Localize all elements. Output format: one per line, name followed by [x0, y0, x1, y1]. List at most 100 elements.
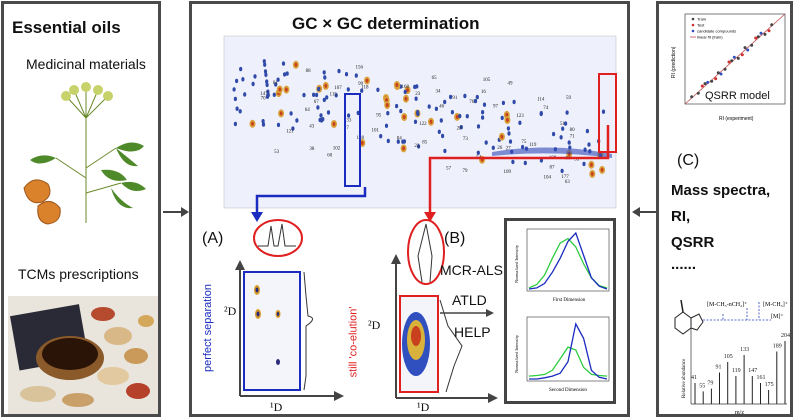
contour-peak	[560, 168, 564, 174]
peak-number-label: 147	[260, 92, 268, 97]
contour-peak	[402, 139, 406, 144]
scatter-point	[716, 71, 720, 75]
peak-number-label: 84	[397, 137, 403, 142]
scatter-point	[756, 35, 760, 39]
qsrr-scatter-plot: Train Test candidate compounds linear fi…	[671, 13, 786, 122]
contour-peak	[539, 111, 543, 117]
contour-peak	[263, 62, 267, 67]
contour-peak	[272, 92, 276, 97]
peak-number-label: 76	[469, 100, 475, 105]
item-qsrr: QSRR	[671, 234, 715, 251]
contour-peak	[458, 113, 462, 119]
peak-number-label: 118	[361, 86, 369, 91]
contour-peak	[253, 74, 257, 79]
left-panel: Essential oils Medicinal materials TCMs …	[1, 1, 161, 417]
peak-number-label: 53	[274, 150, 280, 155]
peak-number-label: 133	[344, 119, 352, 124]
scatter-fit-line	[684, 13, 786, 105]
contour-peak	[463, 93, 467, 99]
legend-test: Test	[697, 23, 705, 28]
ms-peak-label: 189	[773, 344, 782, 350]
scatter-point	[740, 53, 744, 57]
panel-a-2d-trace	[303, 271, 313, 391]
contour-peak	[564, 121, 568, 126]
scatter-point	[743, 46, 747, 50]
contour-peak	[379, 134, 383, 139]
chart2-ylabel: Normalized Intensity	[514, 334, 519, 373]
contour-peak-core	[505, 112, 509, 117]
contour-peak	[376, 87, 380, 92]
contour-peak	[559, 135, 563, 140]
peak-number-label: 23	[415, 92, 421, 97]
contour-peak	[360, 88, 364, 93]
contour-peak	[518, 120, 522, 126]
contour-peak	[319, 113, 323, 118]
contour-peak	[276, 122, 281, 128]
contour-peak	[235, 78, 239, 84]
peak-number-label: 177	[561, 175, 569, 180]
contour-peak	[414, 96, 418, 101]
contour-peak	[239, 66, 243, 72]
contour-peak-core	[251, 121, 254, 126]
contour-peak-core	[500, 134, 504, 139]
plant-leaves	[30, 142, 146, 209]
contour-peak	[399, 108, 403, 114]
scatter-point	[690, 95, 694, 99]
peak-number-label: 79	[463, 169, 469, 174]
gcxgc-contour-plot: 1185176809596101105108114115119123128121…	[223, 35, 617, 209]
contour-peak	[395, 103, 399, 109]
peak-number-label: 123	[516, 114, 524, 119]
contour-peak	[481, 110, 485, 115]
contour-peak	[565, 110, 569, 115]
contour-peak	[266, 89, 270, 94]
contour-peak	[384, 123, 389, 128]
method-atld: ATLD	[452, 292, 487, 308]
peak-number-label: 168	[402, 85, 410, 90]
contour-peak	[403, 89, 407, 95]
item-mass-spectra: Mass spectra,	[671, 182, 771, 199]
contour-peak	[295, 118, 299, 123]
essential-oils-title: Essential oils	[12, 18, 121, 37]
contour-peak	[356, 110, 360, 116]
peak-number-label: 115	[330, 93, 338, 98]
contour-peak-core	[506, 118, 509, 122]
contour-peak	[459, 125, 463, 130]
panel-a-1d-trace	[258, 223, 296, 247]
peak-number-label: 88	[306, 69, 312, 74]
contour-peak	[508, 139, 513, 144]
contour-peak	[265, 79, 269, 84]
contour-peak-core	[365, 78, 369, 83]
contour-peak	[233, 121, 237, 127]
scatter-point	[736, 56, 740, 60]
medicinal-plant-illustration	[23, 82, 146, 225]
peak-number-label: 87	[550, 165, 556, 170]
method-help: HELP	[454, 324, 491, 340]
methods-arrow	[440, 309, 494, 317]
item-ellipsis: ......	[671, 256, 697, 273]
scatter-point	[750, 43, 754, 47]
chart1-xlabel: First Dimension	[553, 298, 586, 303]
still-coelution-label: still 'co-elution'	[347, 306, 360, 378]
contour-peak	[523, 160, 527, 166]
blue-highlight-box	[344, 93, 361, 187]
contour-peak	[396, 139, 400, 144]
contour-peak	[552, 131, 556, 137]
contour-peak	[434, 106, 438, 112]
contour-peak	[506, 126, 510, 131]
peak-number-label: 43	[309, 124, 315, 129]
scatter-point	[727, 60, 731, 64]
peak-number-label: 80	[570, 128, 576, 133]
tcm-herbs-photo	[8, 296, 158, 414]
contour-peak-core	[600, 167, 604, 172]
contour-peak-core	[455, 114, 459, 119]
scatter-point	[706, 80, 710, 84]
peak-number-label: 119	[529, 143, 537, 148]
peak-number-label: 63	[565, 180, 571, 185]
contour-peak	[386, 111, 390, 116]
peak-number-label: 27	[506, 146, 512, 151]
contour-peak	[238, 109, 242, 114]
scatter-point	[719, 72, 723, 76]
contour-peak	[585, 128, 589, 134]
qsrr-model-label: QSRR model	[705, 90, 770, 102]
